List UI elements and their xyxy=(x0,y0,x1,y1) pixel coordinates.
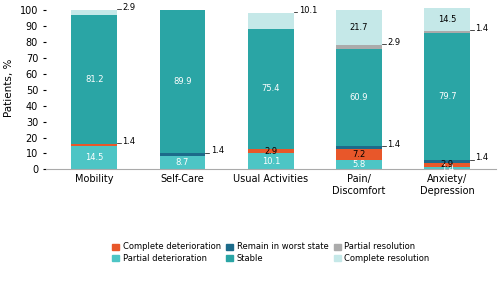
Text: 7.2: 7.2 xyxy=(352,150,366,159)
Text: 8.7: 8.7 xyxy=(176,158,189,167)
Text: 81.2: 81.2 xyxy=(85,75,103,84)
Bar xyxy=(72,144,117,146)
Bar xyxy=(72,10,117,15)
Bar xyxy=(72,15,117,144)
Text: 1.4: 1.4 xyxy=(211,146,224,156)
Text: 2.9: 2.9 xyxy=(388,38,400,47)
Bar xyxy=(336,149,382,160)
Bar xyxy=(336,45,382,50)
Text: 2.9: 2.9 xyxy=(440,160,454,169)
Text: 14.5: 14.5 xyxy=(85,153,103,162)
Text: 14.5: 14.5 xyxy=(438,15,456,24)
Bar xyxy=(248,149,294,153)
Bar xyxy=(248,13,294,29)
Bar xyxy=(424,33,470,160)
Text: 1.4: 1.4 xyxy=(476,24,488,33)
Text: 1.4: 1.4 xyxy=(440,164,454,173)
Text: 75.4: 75.4 xyxy=(262,84,280,93)
Bar xyxy=(424,31,470,33)
Text: 5.8: 5.8 xyxy=(352,160,366,169)
Text: 2.9: 2.9 xyxy=(122,3,136,12)
Bar xyxy=(424,167,470,169)
Bar xyxy=(336,50,382,146)
Bar xyxy=(72,146,117,169)
Bar xyxy=(160,156,206,169)
Bar xyxy=(160,10,206,153)
Text: 79.7: 79.7 xyxy=(438,92,456,101)
Text: 1.4: 1.4 xyxy=(476,154,488,162)
Bar xyxy=(424,8,470,31)
Text: 2.9: 2.9 xyxy=(264,146,278,156)
Bar xyxy=(336,146,382,149)
Bar xyxy=(424,160,470,163)
Bar xyxy=(336,10,382,45)
Text: 1.4: 1.4 xyxy=(122,137,136,146)
Text: 10.1: 10.1 xyxy=(299,6,318,15)
Bar xyxy=(248,153,294,169)
Text: 1.4: 1.4 xyxy=(388,139,400,149)
Legend: Complete deterioration, Partial deterioration, Remain in worst state, Stable, Pa: Complete deterioration, Partial deterior… xyxy=(112,243,430,263)
Text: 21.7: 21.7 xyxy=(350,23,368,32)
Bar xyxy=(336,160,382,169)
Bar xyxy=(424,163,470,167)
Bar xyxy=(160,153,206,156)
Bar xyxy=(248,29,294,149)
Text: 60.9: 60.9 xyxy=(350,93,368,103)
Text: 89.9: 89.9 xyxy=(174,77,192,86)
Y-axis label: Patients, %: Patients, % xyxy=(4,58,14,117)
Text: 10.1: 10.1 xyxy=(262,157,280,166)
